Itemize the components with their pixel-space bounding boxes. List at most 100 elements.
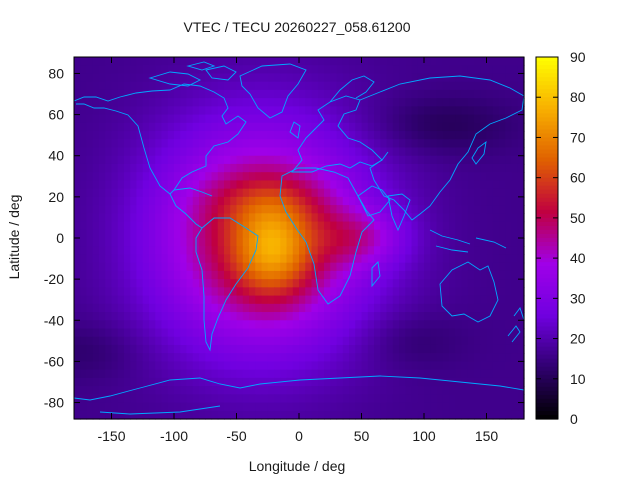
heatmap-cell [417,89,425,99]
heatmap-cell [517,369,525,379]
heatmap-cell [224,147,231,157]
heatmap-cell [136,106,144,116]
colorbar-segment [536,318,558,324]
heatmap-cell [117,361,125,371]
heatmap-cell [480,180,488,190]
heatmap-cell [74,303,81,313]
heatmap-cell [480,410,488,420]
heatmap-cell [236,303,244,313]
heatmap-cell [99,394,106,404]
heatmap-cell [124,410,131,420]
colorbar-segment [536,258,558,263]
heatmap-cell [105,353,113,363]
heatmap-cell [249,81,256,91]
heatmap-cell [461,386,469,395]
heatmap-cell [174,246,181,256]
heatmap-cell [180,238,188,247]
heatmap-cell [480,98,488,107]
heatmap-cell [80,344,88,354]
heatmap-cell [405,246,413,256]
heatmap-cell [124,246,131,256]
heatmap-cell [299,287,306,297]
heatmap-cell [105,279,113,288]
heatmap-cell [111,163,119,173]
heatmap-cell [80,139,88,149]
heatmap-cell [405,279,413,288]
heatmap-cell [292,139,300,149]
heatmap-cell [336,57,344,66]
heatmap-cell [136,221,144,231]
heatmap-cell [211,180,219,190]
colorbar-segment [536,290,558,295]
heatmap-cell [155,131,163,140]
heatmap-cell [442,312,450,321]
heatmap-cell [355,353,363,363]
heatmap-cell [161,279,169,288]
heatmap-cell [417,73,425,83]
heatmap-cell [249,353,256,363]
heatmap-cell [117,336,125,346]
heatmap-cell [430,188,438,198]
heatmap-cell [349,279,356,288]
heatmap-cell [292,246,300,256]
heatmap-cell [205,229,213,239]
heatmap-cell [149,196,156,206]
heatmap-cell [480,131,488,140]
heatmap-cell [317,114,325,124]
heatmap-cell [274,386,281,395]
heatmap-cell [442,205,450,214]
heatmap-cell [155,386,163,395]
heatmap-cell [174,139,181,149]
colorbar-segment [536,225,558,231]
heatmap-cell [174,172,181,182]
heatmap-cell [224,279,231,288]
heatmap-cell [261,344,269,354]
x-tick-label: -50 [226,428,246,444]
heatmap-cell [230,229,238,239]
heatmap-cell [99,196,106,206]
heatmap-cell [205,98,213,107]
heatmap-cell [205,303,213,313]
heatmap-cell [111,89,119,99]
heatmap-cell [74,213,81,223]
heatmap-cell [167,353,175,363]
heatmap-cell [511,246,519,256]
heatmap-cell [317,147,325,157]
heatmap-cell [330,89,338,99]
heatmap-cell [249,139,256,149]
heatmap-cell [374,279,381,288]
heatmap-cell [130,196,138,206]
heatmap-cell [161,336,169,346]
heatmap-cell [105,57,113,66]
heatmap-cell [349,81,356,91]
heatmap-cell [499,279,506,288]
heatmap-cell [86,122,94,132]
heatmap-cell [499,238,506,247]
heatmap-cell [299,238,306,247]
heatmap-cell [511,344,519,354]
heatmap-cell [405,270,413,280]
colorbar [536,57,558,420]
heatmap-cell [424,147,431,157]
heatmap-cell [80,386,88,395]
heatmap-cell [436,229,444,239]
heatmap-cell [174,320,181,330]
heatmap-cell [399,106,406,116]
heatmap-cell [511,328,519,338]
heatmap-cell [324,386,331,395]
heatmap-cell [474,320,481,330]
heatmap-cell [380,139,388,149]
heatmap-cell [142,213,150,223]
heatmap-cell [174,163,181,173]
heatmap-cell [405,344,413,354]
heatmap-cell [330,106,338,116]
heatmap-cell [405,180,413,190]
heatmap-cell [511,98,519,107]
heatmap-cell [242,270,250,280]
heatmap-cell [392,361,400,371]
heatmap-cell [467,312,475,321]
heatmap-cell [305,336,313,346]
heatmap-cell [255,155,263,165]
heatmap-cell [336,279,344,288]
heatmap-cell [230,106,238,116]
